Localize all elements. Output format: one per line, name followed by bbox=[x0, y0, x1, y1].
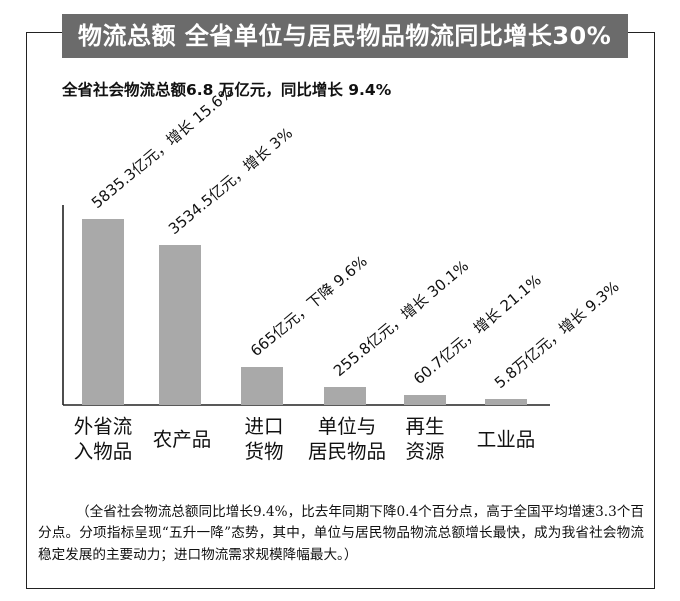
category-label-0: 外省流 入物品 bbox=[73, 415, 133, 463]
category-label-2: 进口 货物 bbox=[244, 415, 284, 463]
category-label-1: 农产品 bbox=[152, 428, 212, 451]
bar-3 bbox=[324, 387, 366, 405]
data-label-2: 665亿元，下降 9.6% bbox=[247, 252, 371, 360]
category-label-5: 工业品 bbox=[476, 428, 536, 451]
bar-5 bbox=[485, 399, 527, 405]
bar-1 bbox=[159, 245, 201, 405]
data-label-1: 3534.5亿元，增长 3% bbox=[165, 124, 296, 238]
title-bar: 物流总额 全省单位与居民物品物流同比增长30% bbox=[62, 14, 628, 58]
bar-4 bbox=[404, 395, 446, 405]
footnote: （全省社会物流总额同比增长9.4%，比去年同期下降0.4个百分点，高于全国平均增… bbox=[38, 503, 644, 563]
bar-2 bbox=[241, 367, 283, 405]
category-label-4: 再生 资源 bbox=[405, 415, 445, 463]
bar-0 bbox=[82, 219, 124, 405]
bars-group bbox=[82, 219, 527, 405]
category-label-3: 单位与 居民物品 bbox=[307, 415, 386, 463]
chart-subtitle: 全省社会物流总额6.8 万亿元，同比增长 9.4% bbox=[62, 81, 392, 99]
